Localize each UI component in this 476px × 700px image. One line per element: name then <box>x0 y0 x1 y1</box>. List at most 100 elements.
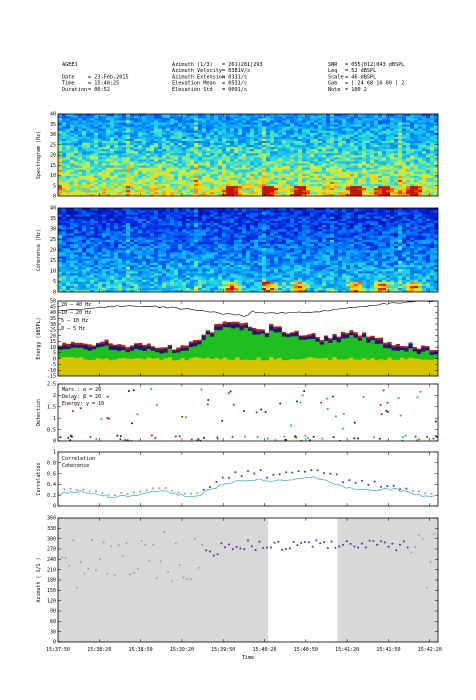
heat-cell <box>234 165 239 168</box>
heat-cell <box>158 237 163 240</box>
heat-cell <box>322 175 327 178</box>
heat-cell <box>70 271 75 274</box>
heat-cell <box>74 283 79 286</box>
heat-cell <box>418 165 423 168</box>
heat-cell <box>206 161 211 164</box>
heat-cell <box>78 138 83 141</box>
heat-cell <box>106 138 111 141</box>
heat-cell <box>294 138 299 141</box>
heat-cell <box>210 155 215 158</box>
heat-cell <box>106 285 111 289</box>
heat-cell <box>334 185 339 189</box>
heat-cell <box>82 114 87 117</box>
heat-cell <box>130 287 135 291</box>
heat-cell <box>242 157 247 160</box>
heat-cell <box>94 281 99 284</box>
heat-cell <box>134 285 139 289</box>
heat-cell <box>274 150 279 154</box>
heat-cell <box>306 173 311 176</box>
heat-cell <box>250 185 255 189</box>
heat-cell <box>202 167 207 170</box>
heat-cell <box>198 183 203 187</box>
heat-cell <box>70 214 75 217</box>
heat-cell <box>146 237 151 240</box>
heat-cell <box>170 189 175 193</box>
heat-cell <box>286 165 291 168</box>
heat-cell <box>394 181 399 184</box>
heat-cell <box>330 150 335 154</box>
heat-cell <box>378 179 383 182</box>
heat-cell <box>170 157 175 160</box>
heat-cell <box>170 181 175 184</box>
heat-cell <box>138 279 143 282</box>
heat-cell <box>70 281 75 284</box>
heat-cell <box>154 281 159 284</box>
heat-cell <box>358 159 363 162</box>
heat-cell <box>138 283 143 286</box>
heat-cell <box>62 268 67 272</box>
heat-cell <box>230 142 235 146</box>
heat-cell <box>70 128 75 131</box>
heat-cell <box>190 191 195 195</box>
heat-cell <box>74 187 79 191</box>
heat-cell <box>58 157 63 160</box>
heat-cell <box>102 183 107 187</box>
heat-cell <box>158 169 163 172</box>
heat-cell <box>250 128 255 131</box>
heat-cell <box>170 126 175 129</box>
heat-cell <box>222 136 227 139</box>
heat-cell <box>58 146 63 150</box>
heat-cell <box>146 273 151 276</box>
heat-cell <box>130 142 135 146</box>
heat-cell <box>142 250 147 253</box>
heat-cell <box>178 177 183 180</box>
heat-cell <box>226 128 231 131</box>
heat-cell <box>390 120 395 123</box>
heat-cell <box>82 241 87 244</box>
heat-cell <box>434 183 438 187</box>
heat-cell <box>118 148 123 152</box>
heat-cell <box>370 183 375 187</box>
heat-cell <box>82 262 87 265</box>
heat-cell <box>222 175 227 178</box>
heat-cell <box>314 120 319 123</box>
heat-cell <box>190 189 195 193</box>
heat-cell <box>110 226 115 230</box>
heat-cell <box>118 183 123 187</box>
heat-cell <box>398 118 403 121</box>
heat-cell <box>274 171 279 174</box>
heat-cell <box>106 243 111 247</box>
heat-cell <box>194 183 199 187</box>
heat-cell <box>118 218 123 221</box>
heat-cell <box>82 243 87 247</box>
heat-cell <box>58 277 63 280</box>
heat-cell <box>250 122 255 125</box>
heat-cell <box>146 231 151 234</box>
heat-cell <box>142 120 147 123</box>
heat-cell <box>386 187 391 191</box>
heat-cell <box>114 181 119 184</box>
heat-cell <box>86 224 91 228</box>
heat-cell <box>138 177 143 180</box>
heat-cell <box>74 181 79 184</box>
heat-cell <box>366 128 371 131</box>
heat-cell <box>86 239 91 242</box>
heat-cell <box>58 262 63 265</box>
heat-cell <box>398 181 403 184</box>
heat-cell <box>310 157 315 160</box>
heat-cell <box>86 161 91 164</box>
heat-cell <box>326 193 331 196</box>
heat-cell <box>154 266 159 270</box>
heat-cell <box>154 241 159 244</box>
heat-cell <box>306 163 311 166</box>
heat-cell <box>134 132 139 135</box>
heat-cell <box>118 132 123 135</box>
heat-cell <box>154 210 159 213</box>
heat-cell <box>286 173 291 176</box>
heat-cell <box>278 134 283 137</box>
heat-cell <box>66 277 71 280</box>
heat-cell <box>322 142 327 146</box>
heat-cell <box>78 277 83 280</box>
heat-cell <box>126 144 131 148</box>
heat-cell <box>394 120 399 123</box>
